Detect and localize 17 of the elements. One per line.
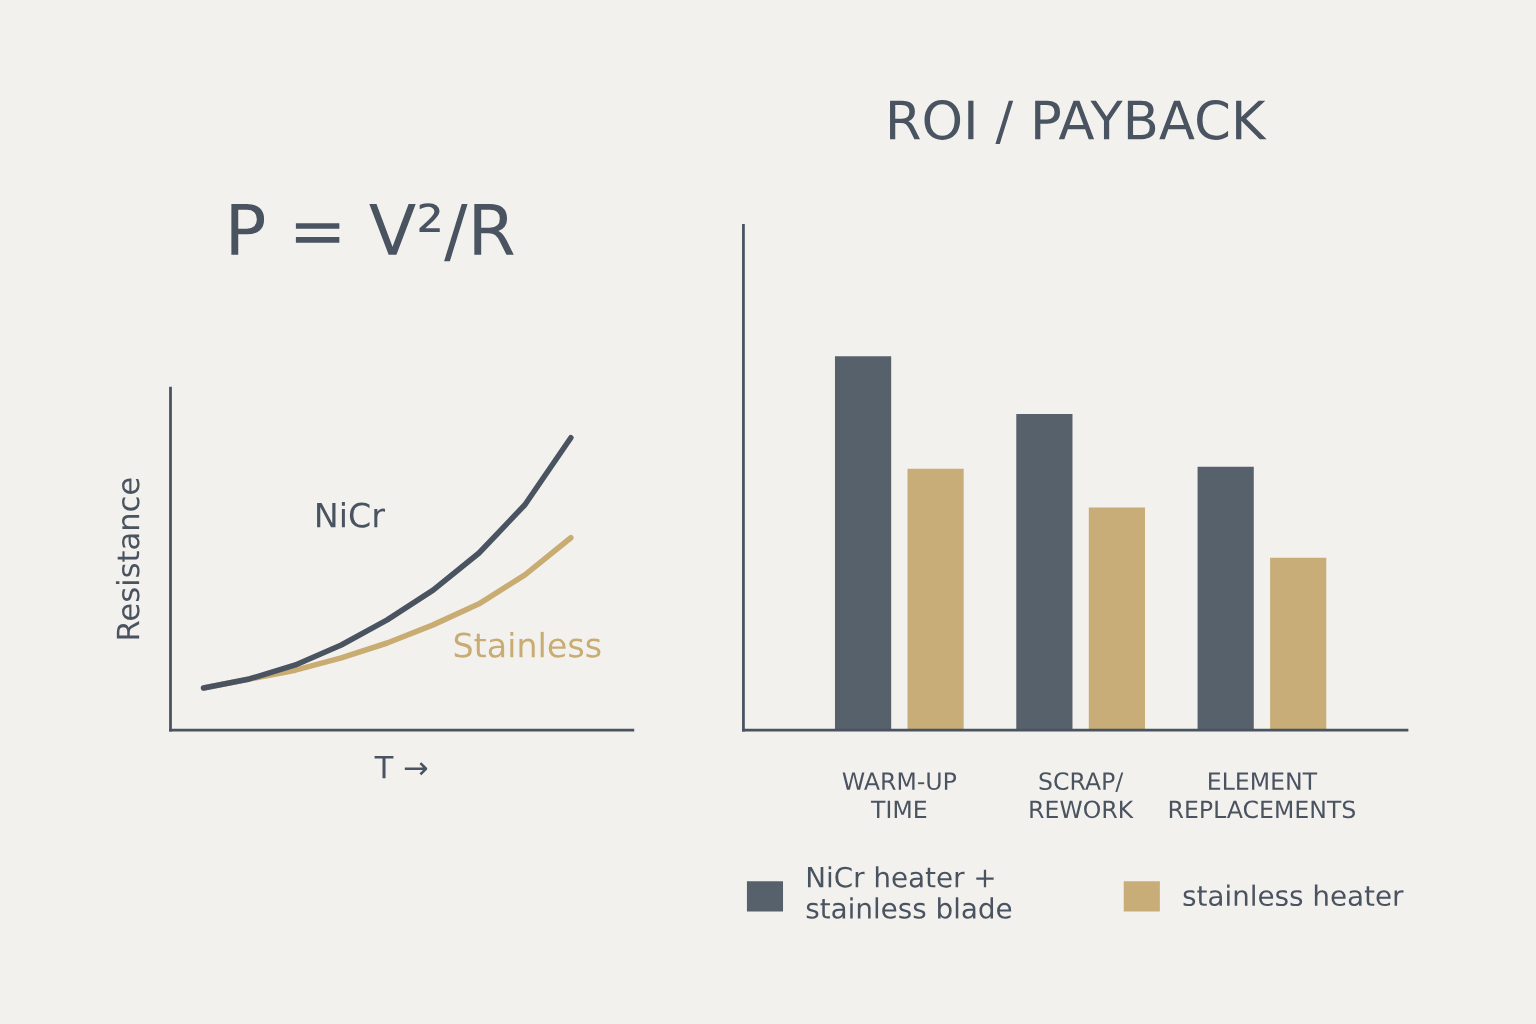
bar (834, 356, 892, 731)
x-axis-title: T → (374, 756, 428, 779)
legend-label: stainless heater (1183, 884, 1404, 907)
y-axis-title: Resistance (115, 478, 140, 639)
series-label: Stainless (454, 631, 601, 658)
bar (1270, 557, 1327, 731)
bar (1088, 507, 1145, 731)
text: P = V²/R (231, 203, 514, 262)
text: NiCr (317, 501, 385, 528)
bar (907, 468, 964, 731)
x-tick-label: ELEMENT REPLACEMENTS (1169, 772, 1355, 819)
legend-label: NiCr heater + stainless blade (806, 866, 1012, 919)
x-tick-label: WARM-UP TIME (842, 772, 957, 818)
bar (1016, 414, 1073, 731)
bar (1197, 466, 1254, 731)
x-tick-label: SCRAP/ REWORK (1030, 772, 1134, 819)
chart-title: ROI / PAYBACK (890, 100, 1267, 145)
